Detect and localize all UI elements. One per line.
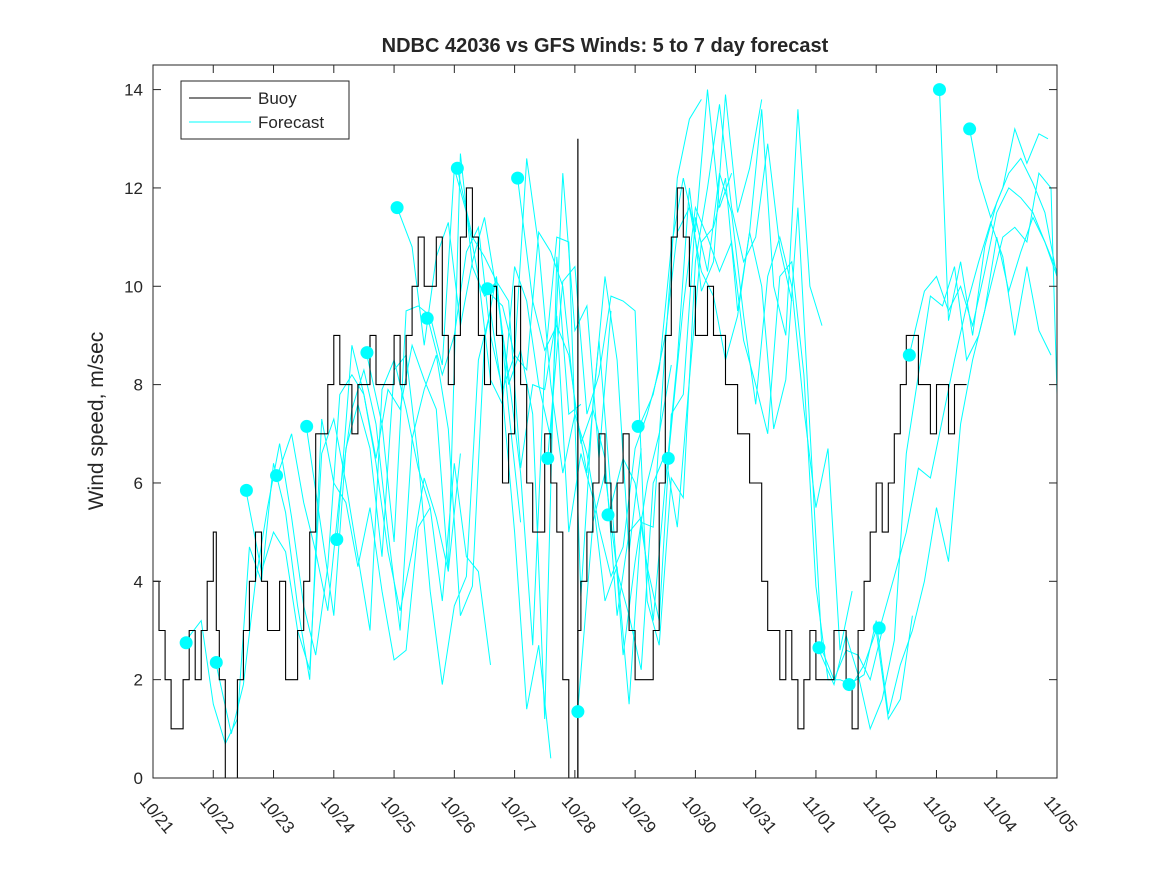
forecast-start-marker: [872, 621, 886, 635]
forecast-start-marker: [300, 419, 314, 433]
forecast-start-marker: [571, 705, 585, 719]
marker-layer: [179, 83, 977, 719]
legend-forecast-label: Forecast: [258, 113, 324, 132]
forecast-line-12: [547, 104, 793, 646]
y-axis: 0 2 4 6 8 10 12 14: [124, 81, 1057, 788]
forecast-start-marker: [511, 171, 525, 185]
forecast-start-marker: [179, 636, 193, 650]
forecast-start-marker: [932, 83, 946, 97]
y-tick-label: 12: [124, 179, 143, 198]
forecast-start-marker: [812, 641, 826, 655]
legend-buoy-label: Buoy: [258, 89, 297, 108]
y-tick-label: 6: [134, 474, 143, 493]
forecast-start-marker: [661, 451, 675, 465]
forecast-start-marker: [209, 655, 223, 669]
buoy-line: [153, 187, 967, 779]
forecast-start-marker: [270, 469, 284, 483]
forecast-line-22: [969, 127, 1049, 219]
forecast-line-4: [306, 310, 552, 759]
forecast-start-marker: [902, 348, 916, 362]
y-tick-label: 4: [134, 572, 143, 591]
y-tick-label: 8: [134, 376, 143, 395]
y-axis-label: Wind speed, m/sec: [85, 332, 108, 511]
series-layer: [153, 89, 1058, 779]
y-tick-label: 14: [124, 81, 143, 100]
legend-box: [180, 80, 350, 140]
forecast-line-9: [456, 99, 702, 705]
forecast-start-marker: [239, 483, 253, 497]
forecast-line-5: [336, 153, 582, 720]
y-tick-label: 10: [124, 277, 143, 296]
forecast-start-marker: [631, 419, 645, 433]
forecast-line-17: [818, 172, 1058, 731]
legend: Buoy Forecast: [180, 80, 350, 140]
forecast-start-marker: [360, 346, 374, 360]
forecast-line-8: [426, 225, 672, 656]
forecast-start-marker: [390, 201, 404, 215]
chart-title: NDBC 42036 vs GFS Winds: 5 to 7 day fore…: [382, 35, 829, 57]
forecast-line-0: [185, 418, 431, 745]
forecast-line-10: [487, 89, 733, 579]
forecast-line-18: [848, 216, 1058, 715]
forecast-line-20: [908, 187, 1058, 356]
forecast-line-11: [517, 94, 763, 621]
forecast-start-marker: [330, 533, 344, 547]
forecast-start-marker: [541, 451, 555, 465]
forecast-line-14: [607, 173, 853, 651]
forecast-start-marker: [842, 678, 856, 692]
y-tick-label: 0: [134, 769, 143, 788]
forecast-line-7: [396, 207, 642, 646]
forecast-start-marker: [963, 122, 977, 136]
forecast-line-16: [667, 205, 913, 721]
forecast-start-marker: [480, 282, 494, 296]
forecast-start-marker: [601, 508, 615, 522]
plot-frame: [152, 64, 1058, 779]
forecast-start-marker: [420, 311, 434, 325]
forecast-start-marker: [450, 161, 464, 175]
y-tick-label: 2: [134, 671, 143, 690]
forecast-line-1: [215, 373, 461, 734]
forecast-line-15: [637, 206, 883, 682]
forecast-line-3: [276, 276, 522, 631]
